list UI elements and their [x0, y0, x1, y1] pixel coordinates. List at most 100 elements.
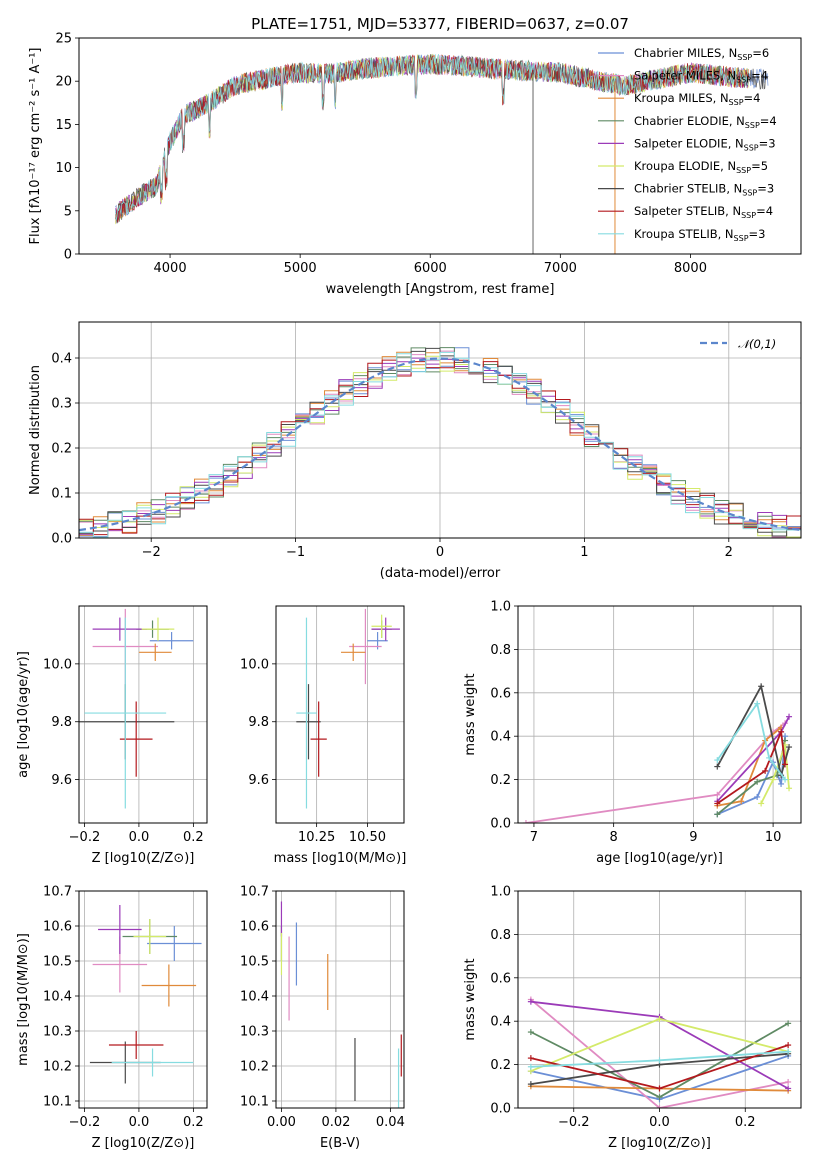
y-tick-label: 0.4 [51, 352, 72, 367]
y-tick-label: 10.1 [240, 1095, 269, 1110]
y-tick-label: 10.5 [240, 955, 269, 970]
y-axis-label: age [log10(age/yr)] [16, 651, 31, 778]
weight-line-salpeter_miles [525, 722, 786, 823]
x-axis-label: wavelength [Angstrom, rest frame] [326, 282, 555, 297]
legend-sub: SSP [737, 53, 752, 62]
axes-frame [517, 605, 802, 824]
x-tick-label: 0.2 [183, 830, 204, 845]
spectrum-line-kroupa_stelib [115, 54, 749, 221]
plot-area [276, 891, 404, 1108]
gaussian-curve [79, 357, 801, 532]
x-tick-label: 7 [530, 830, 538, 845]
y-tick-label: 0.8 [490, 928, 511, 943]
panel-mass_vs_Z: −0.2 0.0 0.2 10.1 10.2 10.3 10.4 10.5 10.6 10.7 Z … [16, 885, 208, 1151]
y-tick-label: 10.3 [43, 1025, 72, 1040]
x-tick-label: 9 [689, 830, 697, 845]
y-tick-label: 10 [55, 161, 72, 176]
y-tick-label: 0.2 [490, 773, 511, 788]
x-axis-label: Z [log10(Z/Z⊙)] [608, 1136, 711, 1151]
axes-frame [275, 890, 405, 1109]
legend-entry: Salpeter ELODIE, NSSP=3 [634, 136, 776, 152]
y-tick-label: 10.6 [43, 920, 72, 935]
y-tick-label: 10.5 [43, 955, 72, 970]
legend-rest: =3 [749, 227, 766, 241]
y-axis-label: mass weight [463, 673, 478, 755]
x-tick-label: 1 [580, 545, 588, 560]
axes-frame [78, 890, 208, 1109]
plot-area [518, 606, 801, 823]
y-tick-label: 0.8 [490, 643, 511, 658]
y-tick-label: 10.4 [43, 990, 72, 1005]
y-tick-label: 9.8 [248, 715, 269, 730]
x-tick-label: 5000 [284, 261, 317, 276]
plot-area [518, 891, 801, 1108]
legend-sub: SSP [736, 76, 751, 85]
plot-area [79, 322, 801, 538]
x-tick-label: −0.2 [69, 1115, 101, 1130]
y-tick-label: 1.0 [490, 600, 511, 615]
legend-entry: Chabrier MILES, NSSP=6 [634, 46, 769, 62]
y-tick-label: 9.8 [51, 715, 72, 730]
panel-weight_vs_age: 7 8 9 10 0.0 0.2 0.4 0.6 0.8 1.0 age [log10(age/yr… [463, 600, 802, 866]
y-tick-label: 10.0 [240, 657, 269, 672]
x-tick-label: 0.0 [129, 830, 150, 845]
legend-entry: Chabrier ELODIE, NSSP=4 [634, 114, 777, 130]
legend-sub: SSP [734, 234, 749, 243]
x-tick-label: 10.25 [298, 830, 335, 845]
panel-age_vs_mass: 10.25 10.50 9.6 9.8 10.0 mass [log10(M/M⊙)] [240, 605, 406, 866]
weight-line-kroupa_stelib [716, 701, 786, 781]
weight-line-kroupa_elodie [760, 744, 790, 804]
y-tick-label: 0.6 [490, 686, 511, 701]
y-tick-label: 20 [55, 75, 72, 90]
legend-sub: SSP [736, 166, 751, 175]
axes-frame [275, 605, 405, 824]
x-tick-label: 0 [436, 545, 444, 560]
x-axis-label: age [log10(age/yr)] [596, 851, 723, 866]
y-axis-label: mass weight [463, 958, 478, 1040]
x-tick-label: 0.02 [321, 1115, 350, 1130]
x-tick-label: 8 [610, 830, 618, 845]
axes-frame [78, 321, 802, 539]
legend-entry: Kroupa MILES, NSSP=4 [634, 91, 760, 107]
axes-frame [517, 890, 802, 1109]
y-tick-label: 10.7 [240, 885, 269, 900]
figure-title: PLATE=1751, MJD=53377, FIBERID=0637, z=0… [251, 15, 629, 33]
y-tick-label: 0.6 [490, 971, 511, 986]
x-tick-label: 6000 [414, 261, 447, 276]
legend-rest: =4 [744, 91, 761, 105]
y-tick-label: 15 [55, 118, 72, 133]
x-tick-label: 4000 [154, 261, 187, 276]
y-tick-label: 0.3 [51, 397, 72, 412]
legend-rest: =3 [757, 182, 774, 196]
y-tick-label: 10.6 [240, 920, 269, 935]
legend-entry: Salpeter STELIB, NSSP=4 [634, 204, 773, 220]
y-axis-label: Flux [fλ10⁻¹⁷ erg cm⁻² s⁻¹ A⁻¹] [28, 48, 43, 245]
plot-area [79, 606, 207, 823]
x-tick-label: −0.2 [69, 830, 101, 845]
plot-area [115, 53, 769, 254]
y-tick-label: 0.0 [490, 1102, 511, 1117]
y-tick-label: 10.7 [43, 885, 72, 900]
legend-entry: 𝒩(0,1) [738, 337, 776, 351]
legend-sub: SSP [744, 143, 759, 152]
plot-area [79, 891, 207, 1108]
y-tick-label: 25 [55, 32, 72, 47]
legend-entry: Chabrier STELIB, NSSP=3 [634, 182, 774, 198]
x-tick-label: 2 [725, 545, 733, 560]
y-tick-label: 10.1 [43, 1095, 72, 1110]
y-tick-label: 5 [64, 204, 72, 219]
y-tick-label: 1.0 [490, 885, 511, 900]
x-tick-label: 10.50 [349, 830, 386, 845]
x-tick-label: −1 [286, 545, 305, 560]
y-tick-label: 0 [64, 248, 72, 263]
legend-rest: =5 [751, 159, 768, 173]
x-tick-label: −0.2 [558, 1115, 590, 1130]
panel-residual_hist: −2 −1 0 1 2 0.0 0.1 0.2 0.3 0.4 (data-model)/error… [28, 321, 802, 581]
y-tick-label: 0.0 [51, 532, 72, 547]
panel-mass_vs_EBV: 0.00 0.02 0.04 10.1 10.2 10.3 10.4 10.5 10.6 10.7… [240, 885, 405, 1152]
x-tick-label: 0.2 [183, 1115, 204, 1130]
x-tick-label: 0.0 [649, 1115, 670, 1130]
legend-rest: =3 [759, 136, 776, 150]
legend-rest: =4 [760, 114, 777, 128]
legend-sub: SSP [742, 189, 757, 198]
